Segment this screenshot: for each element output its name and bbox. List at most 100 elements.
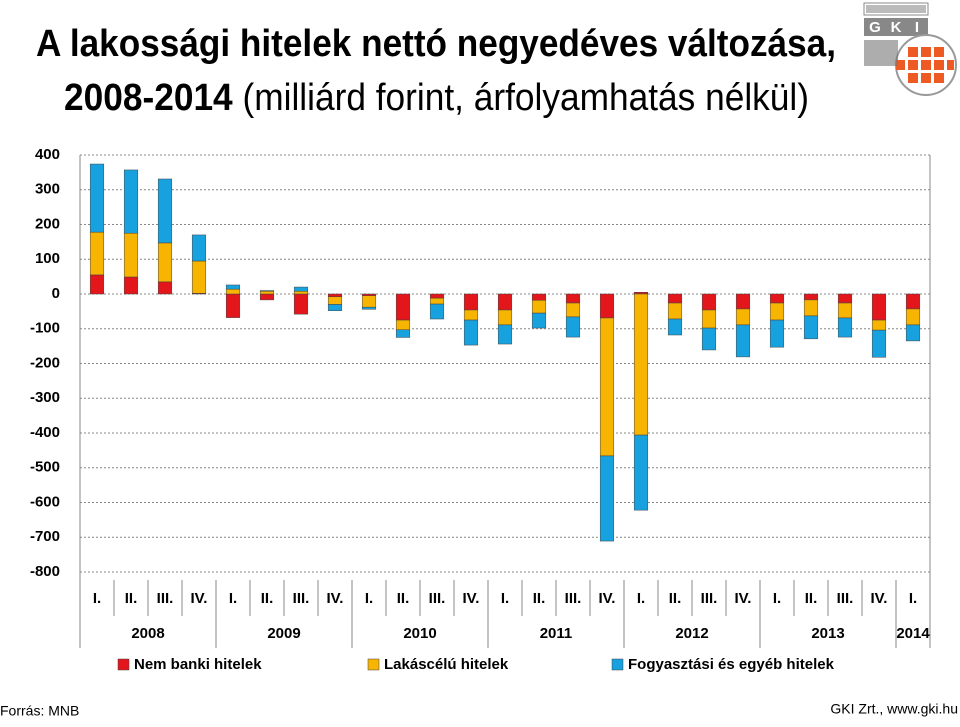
source: Forrás: MNB [0, 703, 79, 719]
x-tick-label: III. [293, 590, 310, 607]
bar-segment [565, 316, 581, 338]
bar-segment [633, 292, 649, 295]
bar-segment [259, 293, 275, 301]
bar-segment [497, 324, 513, 345]
x-tick-label: I. [93, 590, 101, 607]
x-tick-label: IV. [599, 590, 616, 607]
year-label: 2014 [896, 625, 930, 642]
x-tick-label: IV. [871, 590, 888, 607]
bar-segment [701, 293, 717, 311]
y-tick-label: 100 [35, 250, 60, 267]
bar-segment [565, 302, 581, 318]
logo: G K I [863, 2, 957, 96]
bar-segment [837, 293, 853, 304]
bar-segment [395, 329, 411, 338]
year-label: 2011 [540, 625, 573, 642]
bar-segment [395, 319, 411, 331]
bar-segment [599, 455, 615, 542]
bar-segment [905, 324, 921, 342]
y-tick-label: 0 [52, 285, 60, 302]
subtitle-unit: (milliárd forint, árfolyamhatás nélkül) [242, 77, 809, 119]
bar-segment [735, 293, 751, 310]
legend-swatch [367, 658, 380, 671]
bar-segment [225, 288, 241, 295]
chart-title: A lakossági hitelek nettó negyedéves vál… [36, 23, 836, 65]
y-tick-label: -500 [30, 459, 60, 476]
x-tick-label: II. [261, 590, 274, 607]
year-label: 2010 [403, 625, 436, 642]
bar-segment [633, 434, 649, 511]
year-label: 2009 [267, 625, 300, 642]
bar-segment [361, 295, 377, 308]
bar-segment [429, 293, 445, 299]
bar-segment [191, 260, 207, 294]
bar-segment [905, 308, 921, 326]
bar-segment [327, 296, 343, 305]
bar-segment [293, 290, 309, 295]
x-tick-label: III. [429, 590, 446, 607]
year-label: 2013 [811, 625, 844, 642]
bar-segment [667, 293, 683, 304]
bar-segment [191, 234, 207, 262]
bar-segment [871, 293, 887, 321]
credit: GKI Zrt., www.gki.hu [830, 701, 958, 717]
x-tick-label: I. [773, 590, 781, 607]
x-tick-label: III. [565, 590, 582, 607]
bar-segment [769, 319, 785, 348]
x-tick-label: I. [637, 590, 645, 607]
bar-segment [463, 319, 479, 346]
bar-segment [599, 317, 615, 457]
bar-segment [157, 178, 173, 244]
bar-segment [701, 309, 717, 329]
bar-segment [429, 297, 445, 305]
legend-swatch [611, 658, 624, 671]
bar-segment [225, 293, 241, 318]
logo-letter: K [891, 19, 902, 36]
logo-band [864, 18, 928, 36]
y-tick-label: 300 [35, 181, 60, 198]
logo-squares [896, 47, 954, 83]
bar-segment [361, 293, 377, 296]
chart-subtitle: 2008-2014 (milliárd forint, árfolyamhatá… [64, 77, 809, 119]
bar-segment [259, 290, 275, 292]
bar-segment [803, 299, 819, 317]
bar-segment [837, 302, 853, 319]
x-tick-label: IV. [735, 590, 752, 607]
bar-segment [735, 324, 751, 358]
legend-label: Nem banki hitelek [134, 656, 262, 673]
legend-label: Lakáscélú hitelek [384, 656, 509, 673]
bar-segment [769, 302, 785, 321]
x-tick-label: I. [501, 590, 509, 607]
bar-segment [531, 312, 547, 329]
bar-segment [89, 231, 105, 276]
bar-segment [837, 317, 853, 338]
bar-segment [803, 293, 819, 301]
bar-segment [327, 304, 343, 311]
x-tick-label: III. [837, 590, 854, 607]
bar-segment [701, 327, 717, 351]
bar-segment [361, 306, 377, 310]
bar-segment [463, 309, 479, 321]
bar-segment [497, 309, 513, 326]
bar-segment [429, 303, 445, 320]
bar-segment [497, 293, 513, 311]
x-tick-label: II. [669, 590, 682, 607]
bar-segment [871, 319, 887, 331]
y-tick-label: -400 [30, 424, 60, 441]
bar-segment [395, 293, 411, 321]
bar-segment [803, 315, 819, 340]
x-tick-label: IV. [327, 590, 344, 607]
logo-letter: I [915, 19, 919, 36]
bar-segment [735, 308, 751, 326]
subtitle-years: 2008-2014 [64, 77, 233, 119]
logo-block [864, 40, 898, 66]
year-label: 2008 [131, 625, 164, 642]
x-tick-label: I. [365, 590, 373, 607]
bar-segment [769, 293, 785, 304]
bar-segment [633, 293, 649, 436]
legend-swatch [117, 658, 130, 671]
bar-segment [565, 293, 581, 304]
bar-segment [327, 293, 343, 298]
